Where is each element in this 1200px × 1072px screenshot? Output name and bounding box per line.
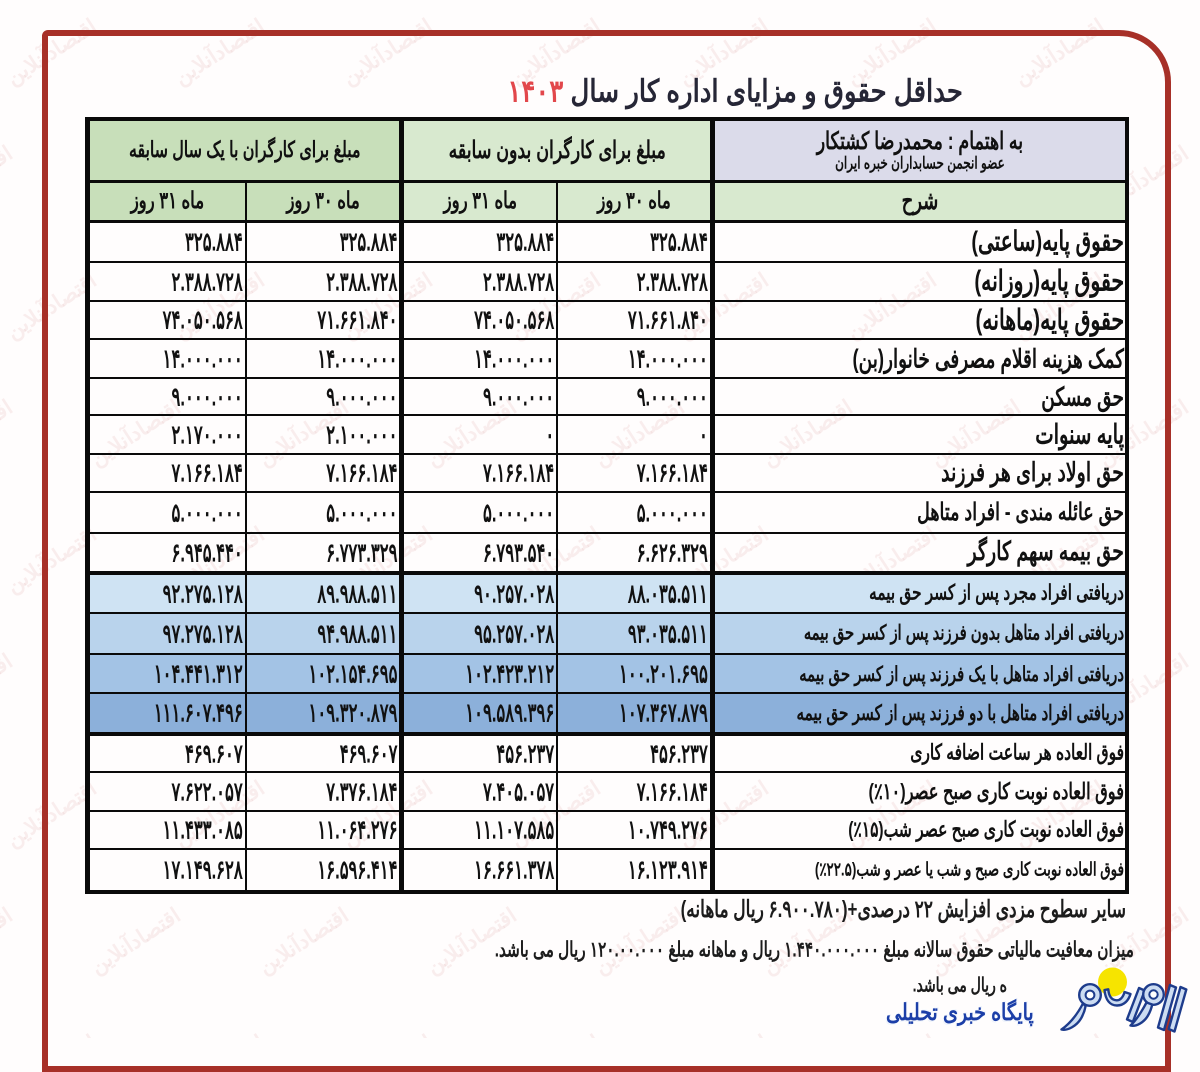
svg-text:اقتصادآنلاین: اقتصادآنلاین: [0, 393, 17, 471]
svg-text:اقتصادآنلاین: اقتصادآنلاین: [0, 901, 17, 979]
svg-text:اقتصادآنلاین: اقتصادآنلاین: [0, 647, 17, 725]
svg-text:اقتصادآنلاین: اقتصادآنلاین: [0, 139, 17, 217]
